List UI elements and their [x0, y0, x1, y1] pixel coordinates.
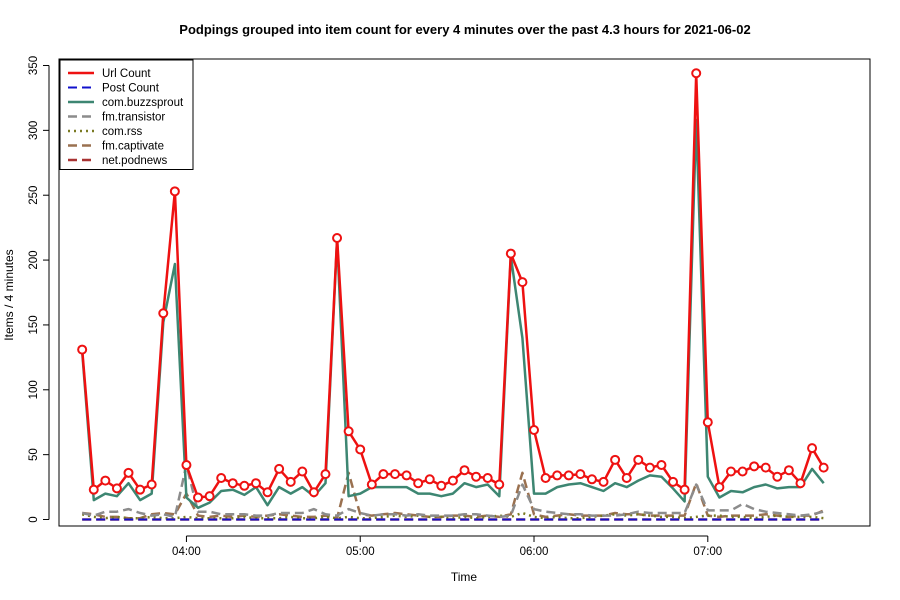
data-point-url-count — [471, 471, 482, 482]
data-point-url-count — [714, 482, 725, 493]
data-point-url-count — [633, 454, 644, 465]
data-point-url-count — [378, 469, 389, 480]
data-point-url-count — [494, 479, 505, 490]
data-point-url-count — [610, 454, 621, 465]
y-axis: 0 50 100 150 200 250 300 350 — [28, 56, 50, 523]
data-point-url-count — [274, 463, 285, 474]
data-point-url-count — [783, 465, 794, 476]
y-tick-label: 50 — [28, 448, 40, 461]
data-point-url-count — [795, 478, 806, 489]
data-point-url-count — [413, 478, 424, 489]
y-axis-label: Items / 4 minutes — [2, 249, 16, 340]
data-point-url-count — [447, 475, 458, 486]
data-point-url-count — [262, 487, 273, 498]
data-point-url-count — [517, 277, 528, 288]
data-point-url-count — [818, 462, 829, 473]
legend: Url Count Post Count com.buzzsprout fm.tran… — [59, 59, 194, 170]
x-tick-label: 06:00 — [520, 546, 549, 558]
legend-label-fm-transistor: fm.transistor — [102, 112, 165, 124]
y-tick-label: 350 — [28, 56, 40, 75]
data-point-url-count — [749, 461, 760, 472]
x-axis: 04:00 05:00 06:00 07:00 — [172, 535, 722, 558]
data-point-url-count — [436, 480, 447, 491]
data-point-url-count — [88, 484, 99, 495]
data-point-url-count — [575, 469, 586, 480]
data-point-url-count — [679, 484, 690, 495]
data-point-url-count — [772, 471, 783, 482]
data-point-url-count — [691, 68, 702, 79]
legend-label-fm-captivate: fm.captivate — [102, 141, 164, 153]
legend-label-url-count: Url Count — [102, 68, 151, 80]
data-point-url-count — [111, 483, 122, 494]
data-point-url-count — [807, 443, 818, 454]
data-point-url-count — [505, 248, 516, 259]
data-point-url-count — [552, 470, 563, 481]
data-point-url-count — [158, 308, 169, 319]
data-point-url-count — [737, 466, 748, 477]
data-point-url-count — [563, 470, 574, 481]
legend-label-post-count: Post Count — [102, 83, 160, 95]
x-tick-label: 05:00 — [346, 546, 375, 558]
data-point-url-count — [389, 469, 400, 480]
y-tick-label: 100 — [28, 380, 40, 399]
legend-box — [59, 59, 194, 170]
data-point-url-count — [621, 473, 632, 484]
data-point-url-count — [227, 478, 238, 489]
plot-area — [77, 68, 829, 521]
data-point-url-count — [529, 425, 540, 436]
y-tick-label: 200 — [28, 250, 40, 269]
data-point-url-count — [343, 426, 354, 437]
data-point-url-count — [598, 476, 609, 487]
data-point-url-count — [332, 233, 343, 244]
legend-label-net-podnews: net.podnews — [102, 155, 167, 167]
data-point-url-count — [146, 479, 157, 490]
data-point-url-count — [308, 487, 319, 498]
data-point-url-count — [760, 462, 771, 473]
data-point-url-count — [668, 476, 679, 487]
y-tick-label: 250 — [28, 186, 40, 205]
data-point-url-count — [355, 444, 366, 455]
y-tick-label: 0 — [28, 516, 40, 522]
x-axis-label: Time — [451, 570, 478, 584]
data-point-url-count — [320, 469, 331, 480]
data-point-url-count — [285, 476, 296, 487]
series-line-fm-transistor — [81, 463, 824, 519]
legend-label-com-buzzsprout: com.buzzsprout — [102, 97, 184, 109]
data-point-url-count — [656, 460, 667, 471]
data-point-url-count — [586, 474, 597, 485]
data-point-url-count — [702, 417, 713, 428]
x-tick-label: 07:00 — [693, 546, 722, 558]
data-point-url-count — [482, 473, 493, 484]
data-point-url-count — [540, 473, 551, 484]
series-line-com-buzzsprout — [80, 118, 825, 510]
x-tick-label: 04:00 — [172, 546, 201, 558]
data-point-url-count — [169, 186, 180, 197]
data-point-url-count — [204, 491, 215, 502]
data-point-url-count — [181, 460, 192, 471]
series-line-com-rss — [81, 511, 824, 520]
data-point-url-count — [459, 465, 470, 476]
chart-title: Podpings grouped into item count for eve… — [179, 22, 750, 37]
data-point-url-count — [297, 466, 308, 477]
plot-frame — [58, 58, 871, 527]
data-point-url-count — [725, 466, 736, 477]
data-point-url-count — [401, 470, 412, 481]
data-point-url-count — [77, 344, 88, 355]
data-point-url-count — [250, 478, 261, 489]
y-tick-label: 150 — [28, 315, 40, 334]
data-point-url-count — [100, 475, 111, 486]
legend-label-com-rss: com.rss — [102, 126, 143, 138]
data-point-url-count — [135, 484, 146, 495]
data-point-url-count — [216, 473, 227, 484]
data-point-url-count — [239, 480, 250, 491]
y-tick-label: 300 — [28, 121, 40, 140]
data-point-url-count — [424, 474, 435, 485]
data-point-url-count — [123, 467, 134, 478]
data-point-url-count — [366, 479, 377, 490]
data-point-url-count — [193, 492, 204, 503]
data-point-url-count — [644, 462, 655, 473]
